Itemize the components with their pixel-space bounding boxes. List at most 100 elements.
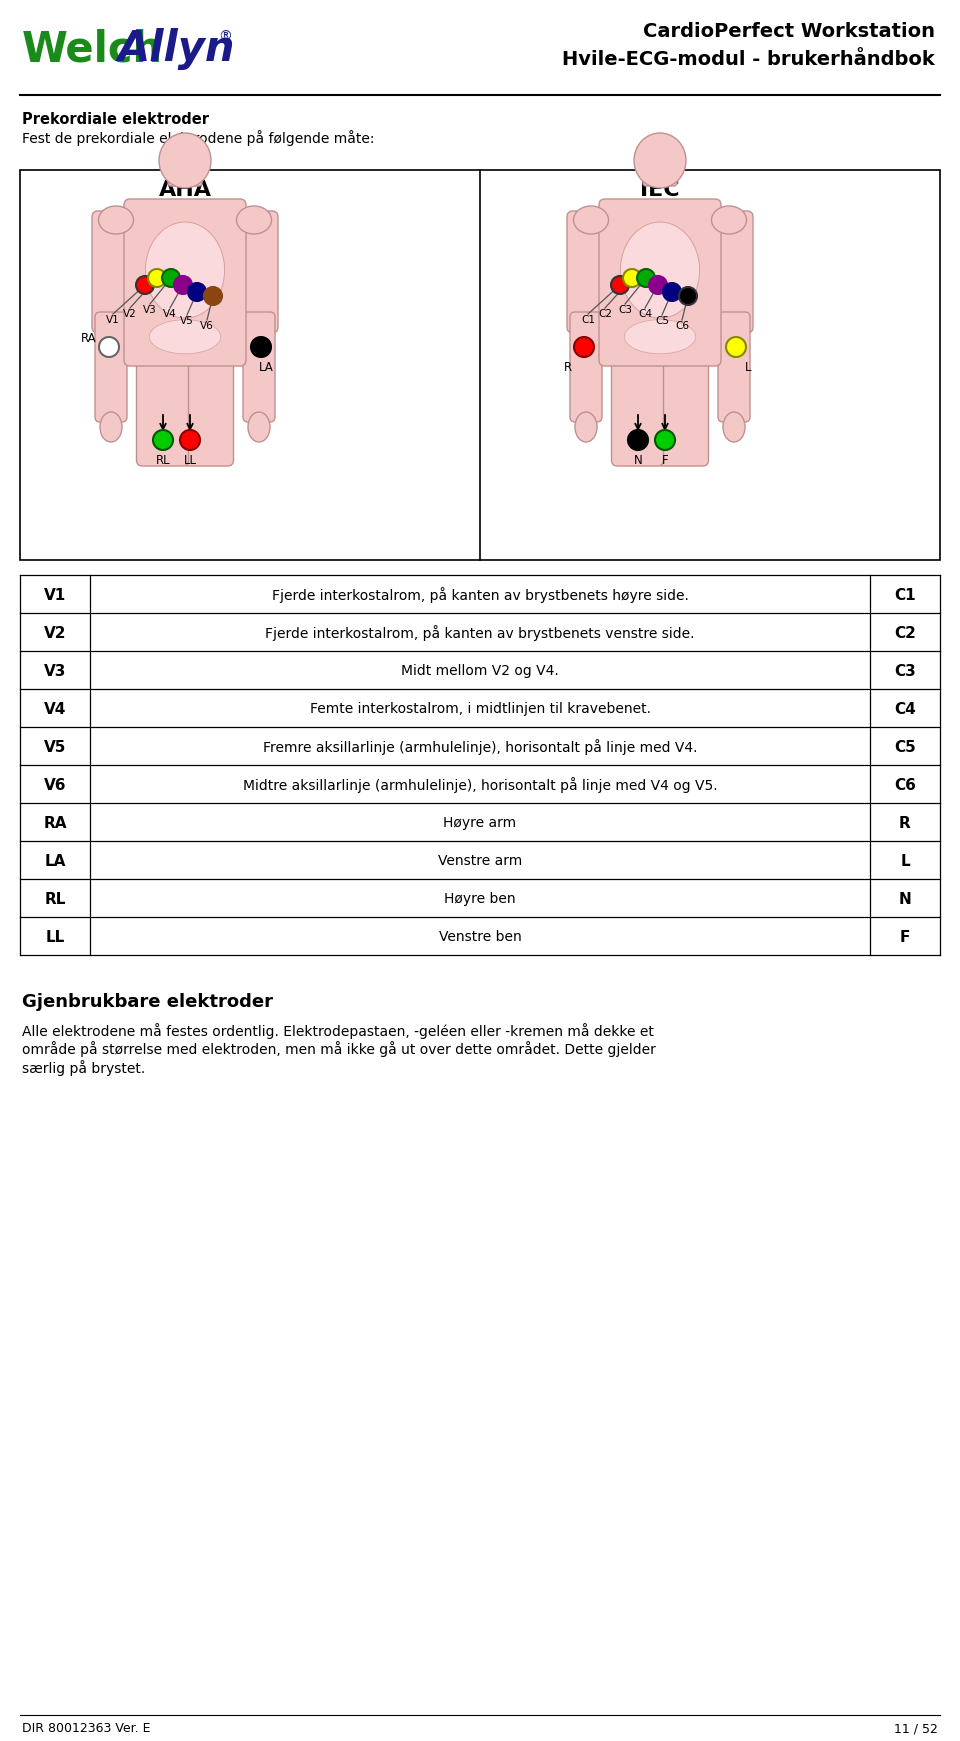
Text: DIR 80012363 Ver. E: DIR 80012363 Ver. E — [22, 1722, 151, 1736]
Text: V5: V5 — [180, 317, 194, 326]
Text: Alle elektrodene må festes ordentlig. Elektrodepastaen, -geléen eller -kremen må: Alle elektrodene må festes ordentlig. El… — [22, 1024, 656, 1076]
FancyBboxPatch shape — [240, 211, 278, 333]
Ellipse shape — [148, 270, 166, 287]
Text: V4: V4 — [163, 308, 177, 319]
FancyBboxPatch shape — [567, 211, 605, 333]
Text: V4: V4 — [44, 702, 66, 717]
FancyBboxPatch shape — [570, 312, 602, 421]
Ellipse shape — [634, 132, 686, 188]
Text: C4: C4 — [638, 308, 652, 319]
Text: LL: LL — [45, 930, 64, 945]
FancyBboxPatch shape — [95, 312, 127, 421]
Text: C2: C2 — [894, 625, 916, 641]
Text: Fest de prekordiale elektrodene på følgende måte:: Fest de prekordiale elektrodene på følge… — [22, 131, 374, 146]
Text: RL: RL — [156, 454, 170, 467]
Ellipse shape — [180, 430, 200, 449]
Text: V1: V1 — [107, 315, 120, 326]
Text: Fjerde interkostalrom, på kanten av brystbenets venstre side.: Fjerde interkostalrom, på kanten av brys… — [265, 625, 695, 641]
Ellipse shape — [149, 320, 221, 353]
FancyBboxPatch shape — [243, 312, 275, 421]
Text: Welch: Welch — [22, 28, 163, 70]
FancyBboxPatch shape — [92, 211, 130, 333]
Ellipse shape — [611, 277, 629, 294]
Ellipse shape — [655, 430, 675, 449]
Ellipse shape — [574, 338, 594, 357]
Text: V3: V3 — [143, 305, 156, 315]
Text: Allyn: Allyn — [118, 28, 235, 70]
Ellipse shape — [99, 205, 133, 233]
FancyBboxPatch shape — [168, 158, 202, 186]
Text: C6: C6 — [894, 778, 916, 792]
Ellipse shape — [663, 284, 681, 301]
Ellipse shape — [99, 338, 119, 357]
Text: V3: V3 — [44, 663, 66, 679]
Text: Fremre aksillarlinje (armhulelinje), horisontalt på linje med V4.: Fremre aksillarlinje (armhulelinje), hor… — [263, 738, 697, 756]
Text: RA: RA — [82, 333, 97, 345]
Text: C4: C4 — [894, 702, 916, 717]
Ellipse shape — [628, 430, 648, 449]
Ellipse shape — [723, 413, 745, 442]
Ellipse shape — [251, 338, 271, 357]
Text: C6: C6 — [675, 320, 689, 331]
Text: RL: RL — [44, 891, 65, 907]
Ellipse shape — [575, 413, 597, 442]
Text: L: L — [900, 853, 910, 869]
Text: V1: V1 — [44, 587, 66, 602]
FancyBboxPatch shape — [124, 198, 246, 366]
Ellipse shape — [174, 277, 192, 294]
Ellipse shape — [649, 277, 667, 294]
Ellipse shape — [145, 223, 225, 319]
Text: V5: V5 — [44, 740, 66, 754]
FancyBboxPatch shape — [643, 158, 677, 186]
Text: Venstre arm: Venstre arm — [438, 855, 522, 869]
Ellipse shape — [159, 132, 211, 188]
Text: N: N — [634, 454, 642, 467]
Text: F: F — [900, 930, 910, 945]
Ellipse shape — [100, 413, 122, 442]
Ellipse shape — [248, 413, 270, 442]
FancyBboxPatch shape — [657, 359, 708, 467]
Ellipse shape — [679, 287, 697, 305]
FancyBboxPatch shape — [20, 171, 940, 561]
Text: Venstre ben: Venstre ben — [439, 930, 521, 944]
Text: RA: RA — [43, 815, 67, 830]
Text: Midt mellom V2 og V4.: Midt mellom V2 og V4. — [401, 663, 559, 677]
FancyBboxPatch shape — [718, 312, 750, 421]
Text: C3: C3 — [894, 663, 916, 679]
Text: 11 / 52: 11 / 52 — [894, 1722, 938, 1736]
Text: Midtre aksillarlinje (armhulelinje), horisontalt på linje med V4 og V5.: Midtre aksillarlinje (armhulelinje), hor… — [243, 776, 717, 792]
Text: AHA: AHA — [158, 179, 211, 200]
Text: Hvile-ECG-modul - brukerhåndbok: Hvile-ECG-modul - brukerhåndbok — [563, 50, 935, 70]
Text: L: L — [745, 360, 752, 374]
FancyBboxPatch shape — [715, 211, 753, 333]
Text: IEC: IEC — [640, 179, 680, 200]
Text: C3: C3 — [618, 305, 632, 315]
Text: Høyre ben: Høyre ben — [444, 891, 516, 905]
Text: R: R — [564, 360, 572, 374]
Text: C5: C5 — [894, 740, 916, 754]
FancyBboxPatch shape — [181, 359, 233, 467]
Ellipse shape — [236, 205, 272, 233]
Ellipse shape — [153, 430, 173, 449]
Text: V2: V2 — [123, 308, 137, 319]
Text: Høyre arm: Høyre arm — [444, 817, 516, 830]
Text: C1: C1 — [894, 587, 916, 602]
FancyBboxPatch shape — [612, 359, 663, 467]
Text: Fjerde interkostalrom, på kanten av brystbenets høyre side.: Fjerde interkostalrom, på kanten av brys… — [272, 587, 688, 602]
Text: R: R — [900, 815, 911, 830]
Text: Gjenbrukbare elektroder: Gjenbrukbare elektroder — [22, 992, 273, 1012]
Text: C1: C1 — [581, 315, 595, 326]
Text: LA: LA — [44, 853, 65, 869]
Ellipse shape — [726, 338, 746, 357]
Text: CardioPerfect Workstation: CardioPerfect Workstation — [643, 23, 935, 42]
Text: Prekordiale elektroder: Prekordiale elektroder — [22, 111, 209, 127]
Ellipse shape — [711, 205, 747, 233]
Ellipse shape — [188, 284, 206, 301]
Ellipse shape — [136, 277, 154, 294]
Ellipse shape — [637, 270, 655, 287]
Ellipse shape — [573, 205, 609, 233]
Text: F: F — [661, 454, 668, 467]
FancyBboxPatch shape — [136, 359, 188, 467]
Text: ®: ® — [218, 30, 232, 44]
Text: V6: V6 — [44, 778, 66, 792]
